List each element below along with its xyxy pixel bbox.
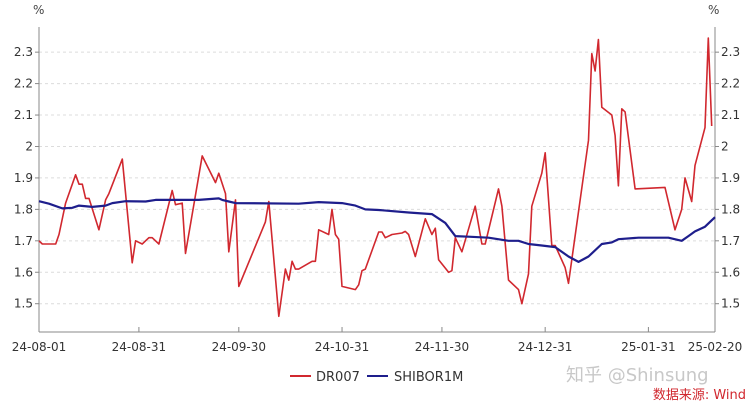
y-tick-label-right: 1.6 <box>721 265 740 279</box>
x-tick-label: 24-08-31 <box>112 340 166 354</box>
y-tick-label-left: 2.2 <box>14 77 33 91</box>
legend: DR007 SHIBOR1M <box>290 370 463 385</box>
legend-label-dr007: DR007 <box>316 370 360 385</box>
y-tick-label-left: 1.8 <box>14 202 33 216</box>
y-tick-label-right: 2.1 <box>721 108 740 122</box>
left-y-unit: % <box>33 3 44 17</box>
right-y-unit: % <box>708 3 719 17</box>
x-tick-label: 24-10-31 <box>315 340 369 354</box>
x-ticks: 24-08-01 24-08-31 24-09-30 24-10-31 24-11-30… <box>12 327 742 354</box>
series-lines <box>38 37 716 318</box>
x-tick-label: 24-09-30 <box>212 340 266 354</box>
gridlines <box>39 51 715 305</box>
y-tick-label-left: 1.6 <box>14 265 33 279</box>
y-ticks: 1.5 1.5 1.6 1.6 1.7 1.7 1.8 1.8 1.9 1.9 2 2 2.1 2.1 2.… <box>14 45 740 311</box>
y-tick-label-left: 1.7 <box>14 234 33 248</box>
y-tick-label-right: 1.7 <box>721 234 740 248</box>
y-tick-label-left: 1.5 <box>14 297 33 311</box>
x-tick-label: 25-01-31 <box>621 340 675 354</box>
y-tick-label-right: 1.5 <box>721 297 740 311</box>
source-note: 数据来源: Wind <box>653 388 746 403</box>
y-tick-label-right: 2.2 <box>721 77 740 91</box>
series-line-shibor1m <box>38 197 716 263</box>
x-tick-label: 24-08-01 <box>12 340 66 354</box>
y-tick-label-right: 2 <box>721 139 729 153</box>
y-tick-label-left: 1.9 <box>14 171 33 185</box>
y-tick-label-right: 1.8 <box>721 202 740 216</box>
legend-label-shibor1m: SHIBOR1M <box>394 370 463 385</box>
y-tick-label-left: 2 <box>25 139 33 153</box>
y-tick-label-right: 1.9 <box>721 171 740 185</box>
y-tick-label-left: 2.1 <box>14 108 33 122</box>
x-tick-label: 24-11-30 <box>415 340 469 354</box>
y-tick-label-right: 2.3 <box>721 45 740 59</box>
x-tick-label: 25-02-20 <box>688 340 742 354</box>
x-tick-label: 24-12-31 <box>518 340 572 354</box>
watermark: 知乎 @Shinsung <box>566 365 709 386</box>
y-tick-label-left: 2.3 <box>14 45 33 59</box>
series-line-dr007 <box>38 37 713 318</box>
